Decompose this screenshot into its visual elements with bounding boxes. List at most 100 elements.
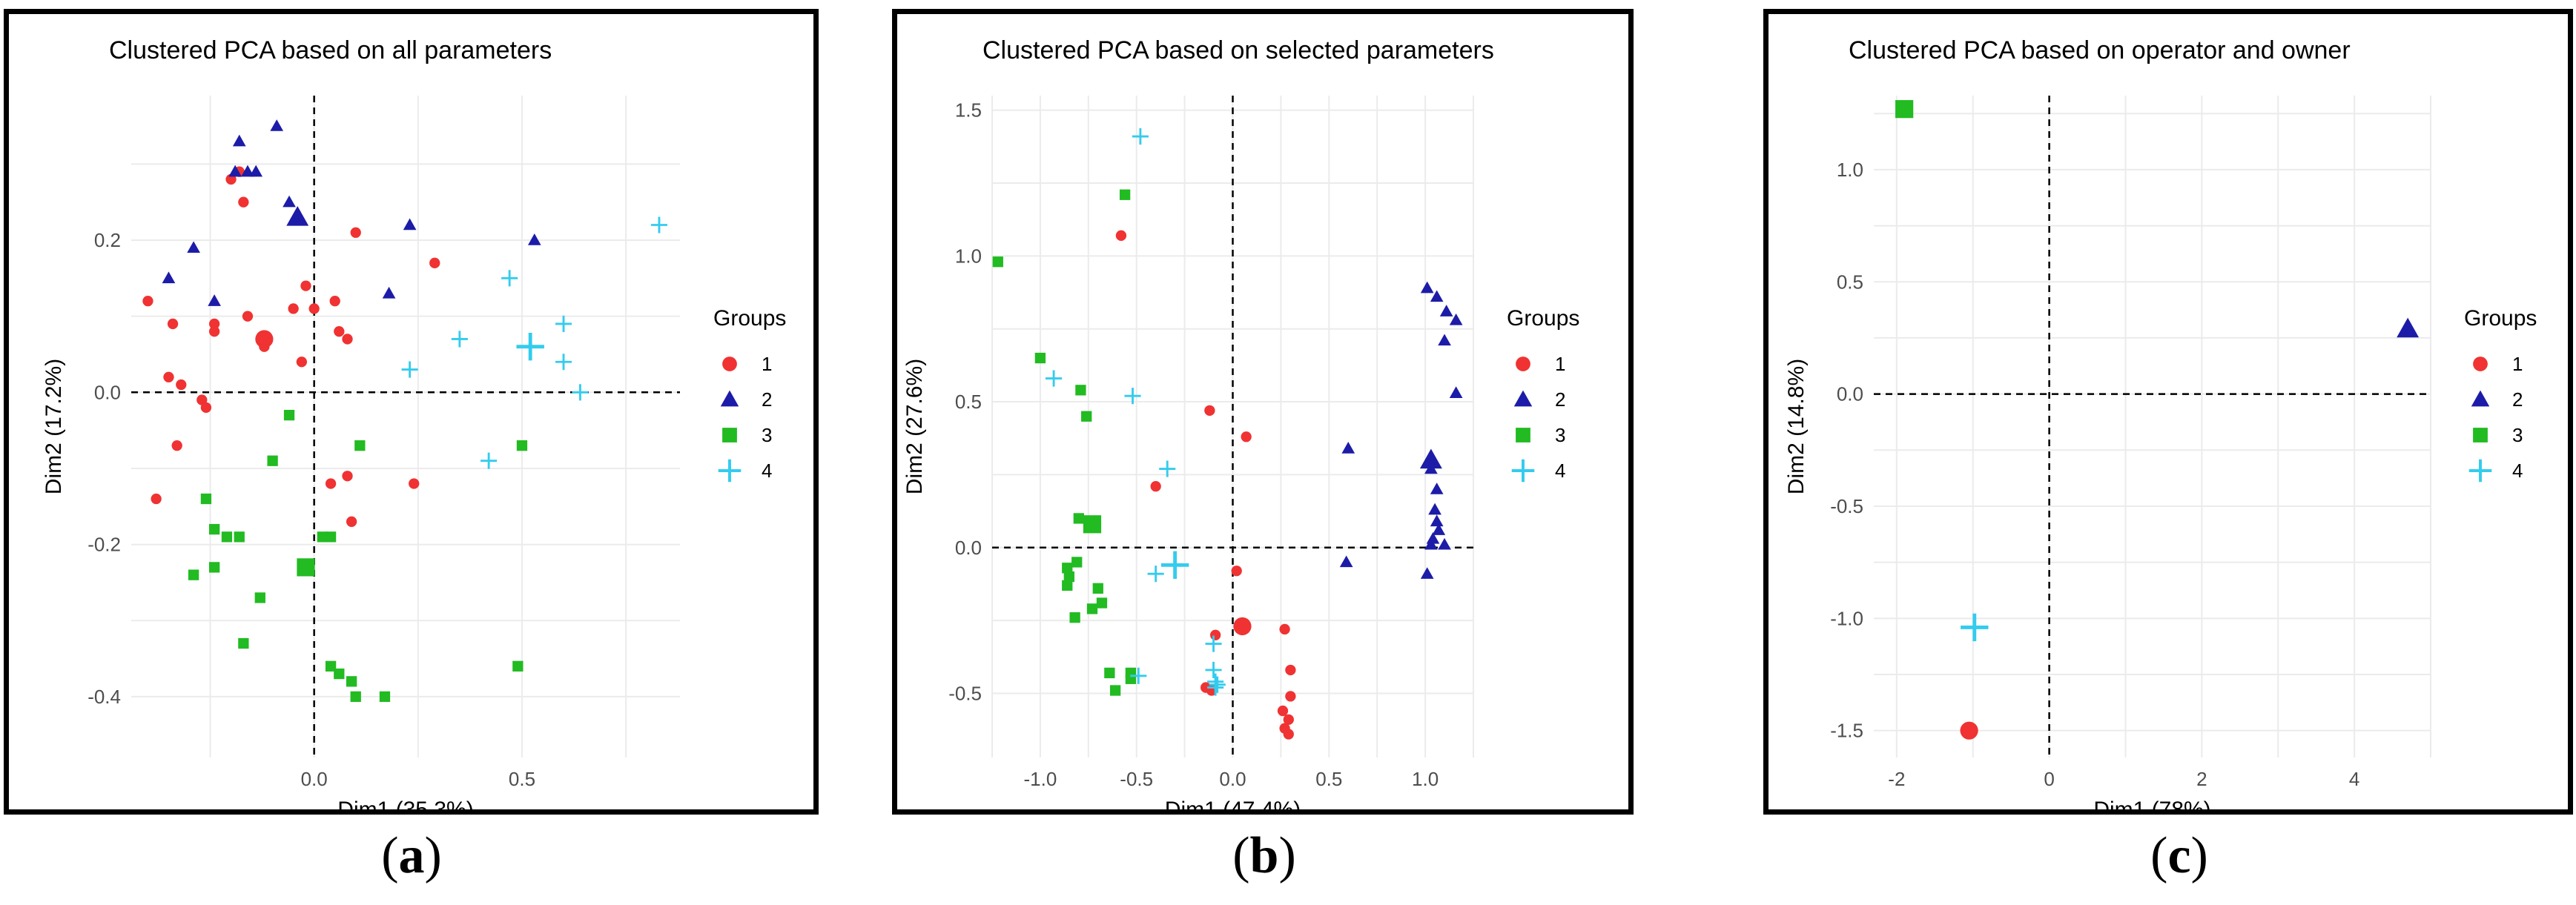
data-point-group-3 <box>325 531 337 543</box>
data-point-group-1 <box>1241 431 1252 442</box>
data-point-group-2 <box>1424 537 1438 550</box>
legend-key-3 <box>2473 428 2488 442</box>
chart-a-svg: 0.0 0.5 -0.4 -0.2 0.0 0.2 Clustered PCA based … <box>42 36 786 809</box>
data-point-group-2 <box>232 134 246 147</box>
data-point-group-3 <box>200 493 212 505</box>
data-point-group-2 <box>1449 313 1463 325</box>
y-tick-label: 0.0 <box>955 537 982 559</box>
y-axis-label: Dim2 (27.6%) <box>902 359 927 494</box>
data-point-group-2 <box>1420 281 1434 294</box>
data-point-group-3 <box>379 691 391 703</box>
data-point-group-2 <box>208 294 221 306</box>
data-point-group-1 <box>334 326 345 337</box>
y-tick-label: -0.2 <box>87 534 121 556</box>
data-point-group-2 <box>1438 537 1451 550</box>
data-point-group-3 <box>516 440 528 451</box>
data-point-group-1 <box>176 379 187 391</box>
y-tick-label: 0.2 <box>94 229 121 251</box>
cluster-center-group-2 <box>286 206 309 226</box>
data-point-group-1 <box>208 318 220 330</box>
data-point-group-1 <box>200 402 212 413</box>
legend-label-4: 4 <box>2512 460 2523 482</box>
data-point-group-1 <box>350 227 361 238</box>
chart-title: Clustered PCA based on operator and owne… <box>1849 36 2351 64</box>
cluster-center-group-3 <box>1895 100 1914 119</box>
data-point-group-1 <box>429 257 440 268</box>
data-point-group-2 <box>162 271 176 284</box>
data-point-group-2 <box>403 218 417 231</box>
data-point-group-1 <box>1204 405 1215 417</box>
legend-key-4 <box>2468 459 2492 483</box>
data-point-group-2 <box>1428 503 1441 515</box>
x-tick-label: 0 <box>2044 768 2054 790</box>
legend-label-3: 3 <box>1555 424 1565 446</box>
caption-c: (c) <box>2150 827 2208 884</box>
cluster-center-group-1 <box>255 330 274 348</box>
data-point-group-1 <box>1285 664 1296 676</box>
data-point-group-1 <box>1279 623 1290 635</box>
data-point-group-1 <box>1283 714 1294 726</box>
data-point-group-3 <box>238 637 249 649</box>
x-tick-label: 0.0 <box>1219 768 1246 790</box>
legend-label-4: 4 <box>762 460 772 482</box>
data-point-group-4 <box>1124 388 1141 405</box>
data-point-group-4 <box>1207 679 1224 696</box>
data-point-group-2 <box>283 195 296 208</box>
data-point-group-4 <box>480 452 498 469</box>
legend-label-2: 2 <box>762 388 772 411</box>
y-tick-label: 0.5 <box>1837 271 1863 293</box>
data-point-group-1 <box>342 334 353 345</box>
data-point-group-4 <box>1132 128 1149 145</box>
chart-panel-b: -1.0 -0.5 0.0 0.5 1.0 -0.5 0.0 0.5 1.0 1.5 Cluster… <box>892 9 1634 815</box>
grid <box>991 96 1474 758</box>
data-point-group-4 <box>1147 566 1164 583</box>
data-point-group-4 <box>1209 676 1226 693</box>
legend-label-4: 4 <box>1555 460 1565 482</box>
x-axis-label: Dim1 (78%) <box>2093 798 2210 809</box>
data-point-group-1 <box>1150 480 1161 492</box>
x-tick-label: 0.0 <box>301 768 328 790</box>
data-point-group-4 <box>572 384 589 401</box>
y-tick-label: 1.0 <box>1837 159 1863 181</box>
data-point-group-3 <box>1092 583 1103 594</box>
data-point-group-3 <box>1119 189 1131 200</box>
data-point-group-3 <box>317 531 328 543</box>
chart-title: Clustered PCA based on all parameters <box>109 36 552 64</box>
data-point-group-3 <box>1063 571 1074 583</box>
data-point-group-1 <box>171 440 182 451</box>
data-point-group-3 <box>334 668 345 680</box>
data-point-group-3 <box>1034 352 1046 364</box>
cluster-center-group-1 <box>1233 617 1252 636</box>
data-point-group-3 <box>1086 603 1098 614</box>
chart-panel-a: 0.0 0.5 -0.4 -0.2 0.0 0.2 Clustered PCA based … <box>4 9 819 815</box>
legend-key-1 <box>722 357 737 371</box>
cluster-center-group-4 <box>516 333 544 361</box>
x-axis-label: Dim1 (47.4%) <box>1165 798 1301 809</box>
data-point-group-3 <box>208 562 220 573</box>
data-point-group-1 <box>325 478 337 489</box>
data-point-group-1 <box>300 280 311 291</box>
chart-title: Clustered PCA based on selected paramete… <box>982 36 1494 64</box>
data-point-group-1 <box>208 326 220 337</box>
data-point-group-3 <box>1062 563 1073 574</box>
x-tick-label: 4 <box>2349 768 2359 790</box>
data-point-group-2 <box>1430 290 1444 302</box>
data-point-group-2 <box>228 165 242 177</box>
x-tick-label: -0.5 <box>1120 768 1153 790</box>
data-point-group-2 <box>1339 555 1353 568</box>
chart-b-svg: -1.0 -0.5 0.0 0.5 1.0 -0.5 0.0 0.5 1.0 1.5 Cluster… <box>902 36 1579 809</box>
data-point-group-4 <box>451 331 468 348</box>
legend-label-1: 1 <box>2512 353 2523 375</box>
y-tick-label: -1.0 <box>1830 607 1863 629</box>
data-point-group-4 <box>650 216 668 233</box>
data-point-group-2 <box>1439 305 1453 316</box>
legend-key-2 <box>2471 390 2490 407</box>
data-point-group-2 <box>241 165 254 177</box>
cluster-center-group-3 <box>1083 515 1102 534</box>
caption-a: (a) <box>381 827 442 884</box>
cluster-center-group-4 <box>1160 551 1189 580</box>
data-point-group-3 <box>1069 612 1080 623</box>
legend-title: Groups <box>713 306 786 331</box>
data-point-group-2 <box>382 286 396 299</box>
data-point-group-1 <box>1209 629 1221 640</box>
